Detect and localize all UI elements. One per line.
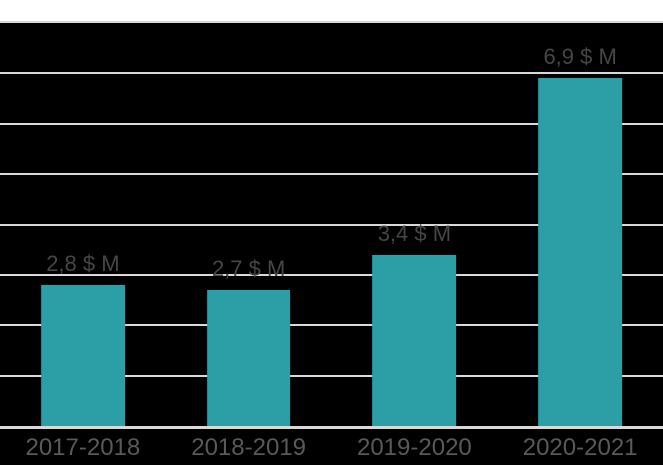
bar-group: 3,4 $ M [332,23,498,426]
category-label: 2017-2018 [25,434,141,461]
bar-group: 2,7 $ M [166,23,332,426]
data-label: 2,7 $ M [211,256,286,281]
bar [372,255,457,426]
data-label: 6,9 $ M [543,44,617,69]
gridline [0,224,663,226]
bar-group: 2,8 $ M [0,23,166,426]
bar [206,290,291,426]
bar [41,285,125,426]
gridline [0,173,663,175]
data-label: 2,8 $ M [46,251,120,276]
gridline [0,123,663,125]
x-axis-label-row: 2017-2018 2018-2019 2019-2020 2020-2021 [0,429,663,465]
gridline [0,72,663,74]
category-label: 2019-2020 [356,434,472,461]
gridline [0,324,663,326]
gridline [0,375,663,377]
bar [538,78,622,426]
bar-group: 6,9 $ M [497,23,663,426]
gridline [0,274,663,276]
bar-series: 2,8 $ M 2,7 $ M 3,4 $ M 6,9 $ M [0,23,663,426]
category-label: 2020-2021 [522,434,638,461]
x-axis-line [0,426,663,429]
category-label: 2018-2019 [191,434,307,461]
plot-area: 2,8 $ M 2,7 $ M 3,4 $ M 6,9 $ M [0,21,663,426]
chart-top-margin [0,0,663,21]
data-label: 3,4 $ M [377,221,452,246]
